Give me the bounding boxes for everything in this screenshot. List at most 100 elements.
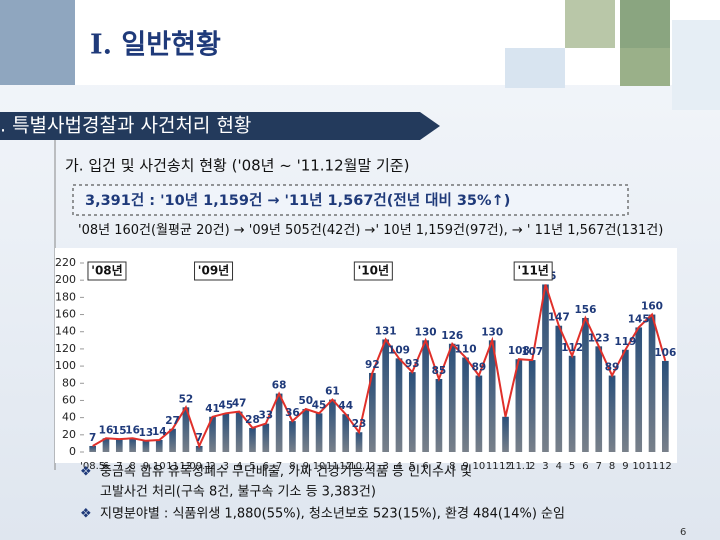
data-label: 44 (338, 400, 353, 412)
y-tick-label: 160 (55, 308, 76, 321)
x-tick-label: 8 (609, 461, 615, 472)
trend-line (92, 284, 667, 449)
x-tick-label: 10 (153, 461, 166, 472)
y-tick-label: 200 (55, 273, 76, 286)
data-label: 23 (352, 418, 367, 430)
x-tick-label: 6 (422, 461, 428, 472)
x-tick-label: 7 (116, 461, 122, 472)
data-label: 107 (521, 346, 543, 358)
y-tick-label: 180 (55, 290, 76, 303)
year-box (194, 261, 234, 281)
x-tick-label: 7 (596, 461, 602, 472)
y-tick-label: 0 (69, 445, 76, 458)
data-label: 89 (472, 362, 487, 374)
data-label: 131 (375, 325, 397, 337)
x-tick-label: 9 (462, 461, 468, 472)
section-subtitle: 가. 입건 및 사건송치 현황 ('08년 ~ '11.12월말 기준) (65, 157, 409, 175)
data-label: 130 (481, 326, 503, 338)
photo-building (0, 0, 75, 85)
x-tick-label: 8 (289, 461, 295, 472)
bullet-text: 지명분야별 : 식품위생 1,880(55%), 청소년보호 523(15%),… (100, 507, 565, 522)
bar (169, 428, 176, 452)
section-title: . 특별사법경찰과 사건처리 현황 (0, 115, 251, 137)
x-tick-label: 3 (542, 461, 548, 472)
bar (555, 325, 563, 452)
x-tick-label: 9 (622, 461, 628, 472)
bar (382, 339, 389, 452)
data-label: 47 (232, 398, 247, 410)
x-tick-label: '09.1 (187, 461, 212, 472)
x-tick-label: 2 (369, 461, 375, 472)
x-tick-label: 6 (582, 461, 588, 472)
year-label: '11년 (517, 264, 548, 278)
x-tick-label: 10 (313, 461, 326, 472)
photo (565, 0, 615, 48)
data-label: 126 (441, 330, 463, 342)
x-tick-label: 7 (436, 461, 442, 472)
data-label: 130 (415, 326, 437, 338)
year-box (353, 261, 393, 281)
data-label: 36 (285, 407, 300, 419)
y-tick-label: 100 (55, 359, 76, 372)
x-tick-label: 12 (339, 461, 352, 472)
x-tick-label: 10 (632, 461, 645, 472)
bar (142, 440, 150, 452)
bar (302, 409, 310, 452)
note: '08년 160건(월평균 20건) → '09년 505건(42건) →' 1… (78, 223, 664, 238)
highlight-box (72, 184, 629, 216)
x-tick-label: 11 (166, 461, 179, 472)
data-label: 41 (205, 403, 220, 415)
bullet-text: 중금속 함유 유독성폐수 무단배출, 가짜 건강기능식품 등 인지수사 및 (100, 465, 472, 480)
bar (542, 284, 549, 452)
data-label: 156 (574, 304, 596, 316)
bar (635, 327, 643, 452)
data-label: 50 (298, 395, 313, 407)
bullet-text: 고발사건 처리(구속 8건, 불구속 기소 등 3,383건) (100, 485, 376, 500)
bar (622, 349, 629, 452)
x-tick-label: 3 (382, 461, 388, 472)
bar (475, 375, 483, 452)
data-label: 14 (152, 426, 167, 438)
photo (620, 48, 670, 86)
bar (435, 378, 443, 452)
data-label: 92 (365, 359, 380, 371)
bar (329, 399, 336, 452)
bar (595, 346, 603, 452)
x-tick-label: 8 (129, 461, 135, 472)
page-title: I. 일반현황 (90, 30, 221, 61)
bar (422, 340, 429, 452)
bar (315, 413, 323, 452)
bar (355, 432, 363, 452)
year-label: '08년 (91, 264, 122, 278)
x-tick-label: 12 (180, 461, 193, 472)
x-tick-label: 7 (276, 461, 282, 472)
section-bar (0, 112, 440, 140)
data-label: 52 (179, 393, 194, 405)
data-label: 16 (99, 424, 114, 436)
bar (448, 343, 456, 452)
bar (115, 439, 123, 452)
bar (608, 375, 616, 452)
x-tick-label: 2 (209, 461, 215, 472)
data-label: 68 (272, 380, 287, 392)
bar (289, 421, 296, 452)
photo (672, 20, 720, 110)
x-tick-label: 3 (223, 461, 229, 472)
bar (249, 427, 256, 452)
data-label: 33 (258, 410, 273, 422)
x-tick-label: 5 (409, 461, 415, 472)
x-tick-label: 11 (326, 461, 339, 472)
bar (275, 393, 283, 452)
data-label: 147 (548, 312, 570, 324)
x-tick-label: 10 (473, 461, 486, 472)
bar (662, 360, 669, 452)
bar (89, 445, 96, 452)
data-label: 109 (388, 344, 410, 356)
bar (582, 317, 589, 452)
data-label: 61 (325, 386, 340, 398)
bar (462, 357, 469, 452)
bar (102, 438, 110, 452)
bar (342, 414, 350, 452)
